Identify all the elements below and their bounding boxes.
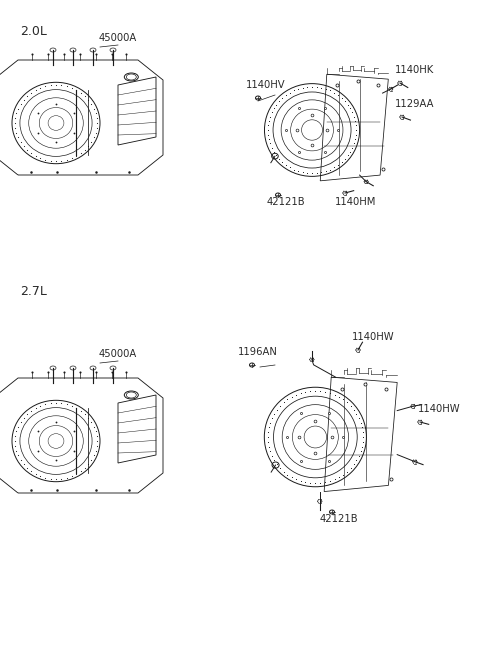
Text: 1140HV: 1140HV — [246, 80, 286, 90]
Text: 2.7L: 2.7L — [20, 285, 47, 298]
Text: 1196AN: 1196AN — [238, 347, 278, 357]
Text: 42121B: 42121B — [267, 197, 306, 207]
Text: 1140HW: 1140HW — [352, 332, 395, 342]
Text: 1140HW: 1140HW — [418, 404, 461, 414]
Text: 2.0L: 2.0L — [20, 25, 47, 38]
Text: 42121B: 42121B — [320, 514, 359, 524]
Text: 1129AA: 1129AA — [395, 99, 434, 109]
Text: 1140HM: 1140HM — [335, 197, 376, 207]
Text: 1140HK: 1140HK — [395, 65, 434, 75]
Text: 45000A: 45000A — [99, 33, 137, 43]
Text: 45000A: 45000A — [99, 349, 137, 359]
